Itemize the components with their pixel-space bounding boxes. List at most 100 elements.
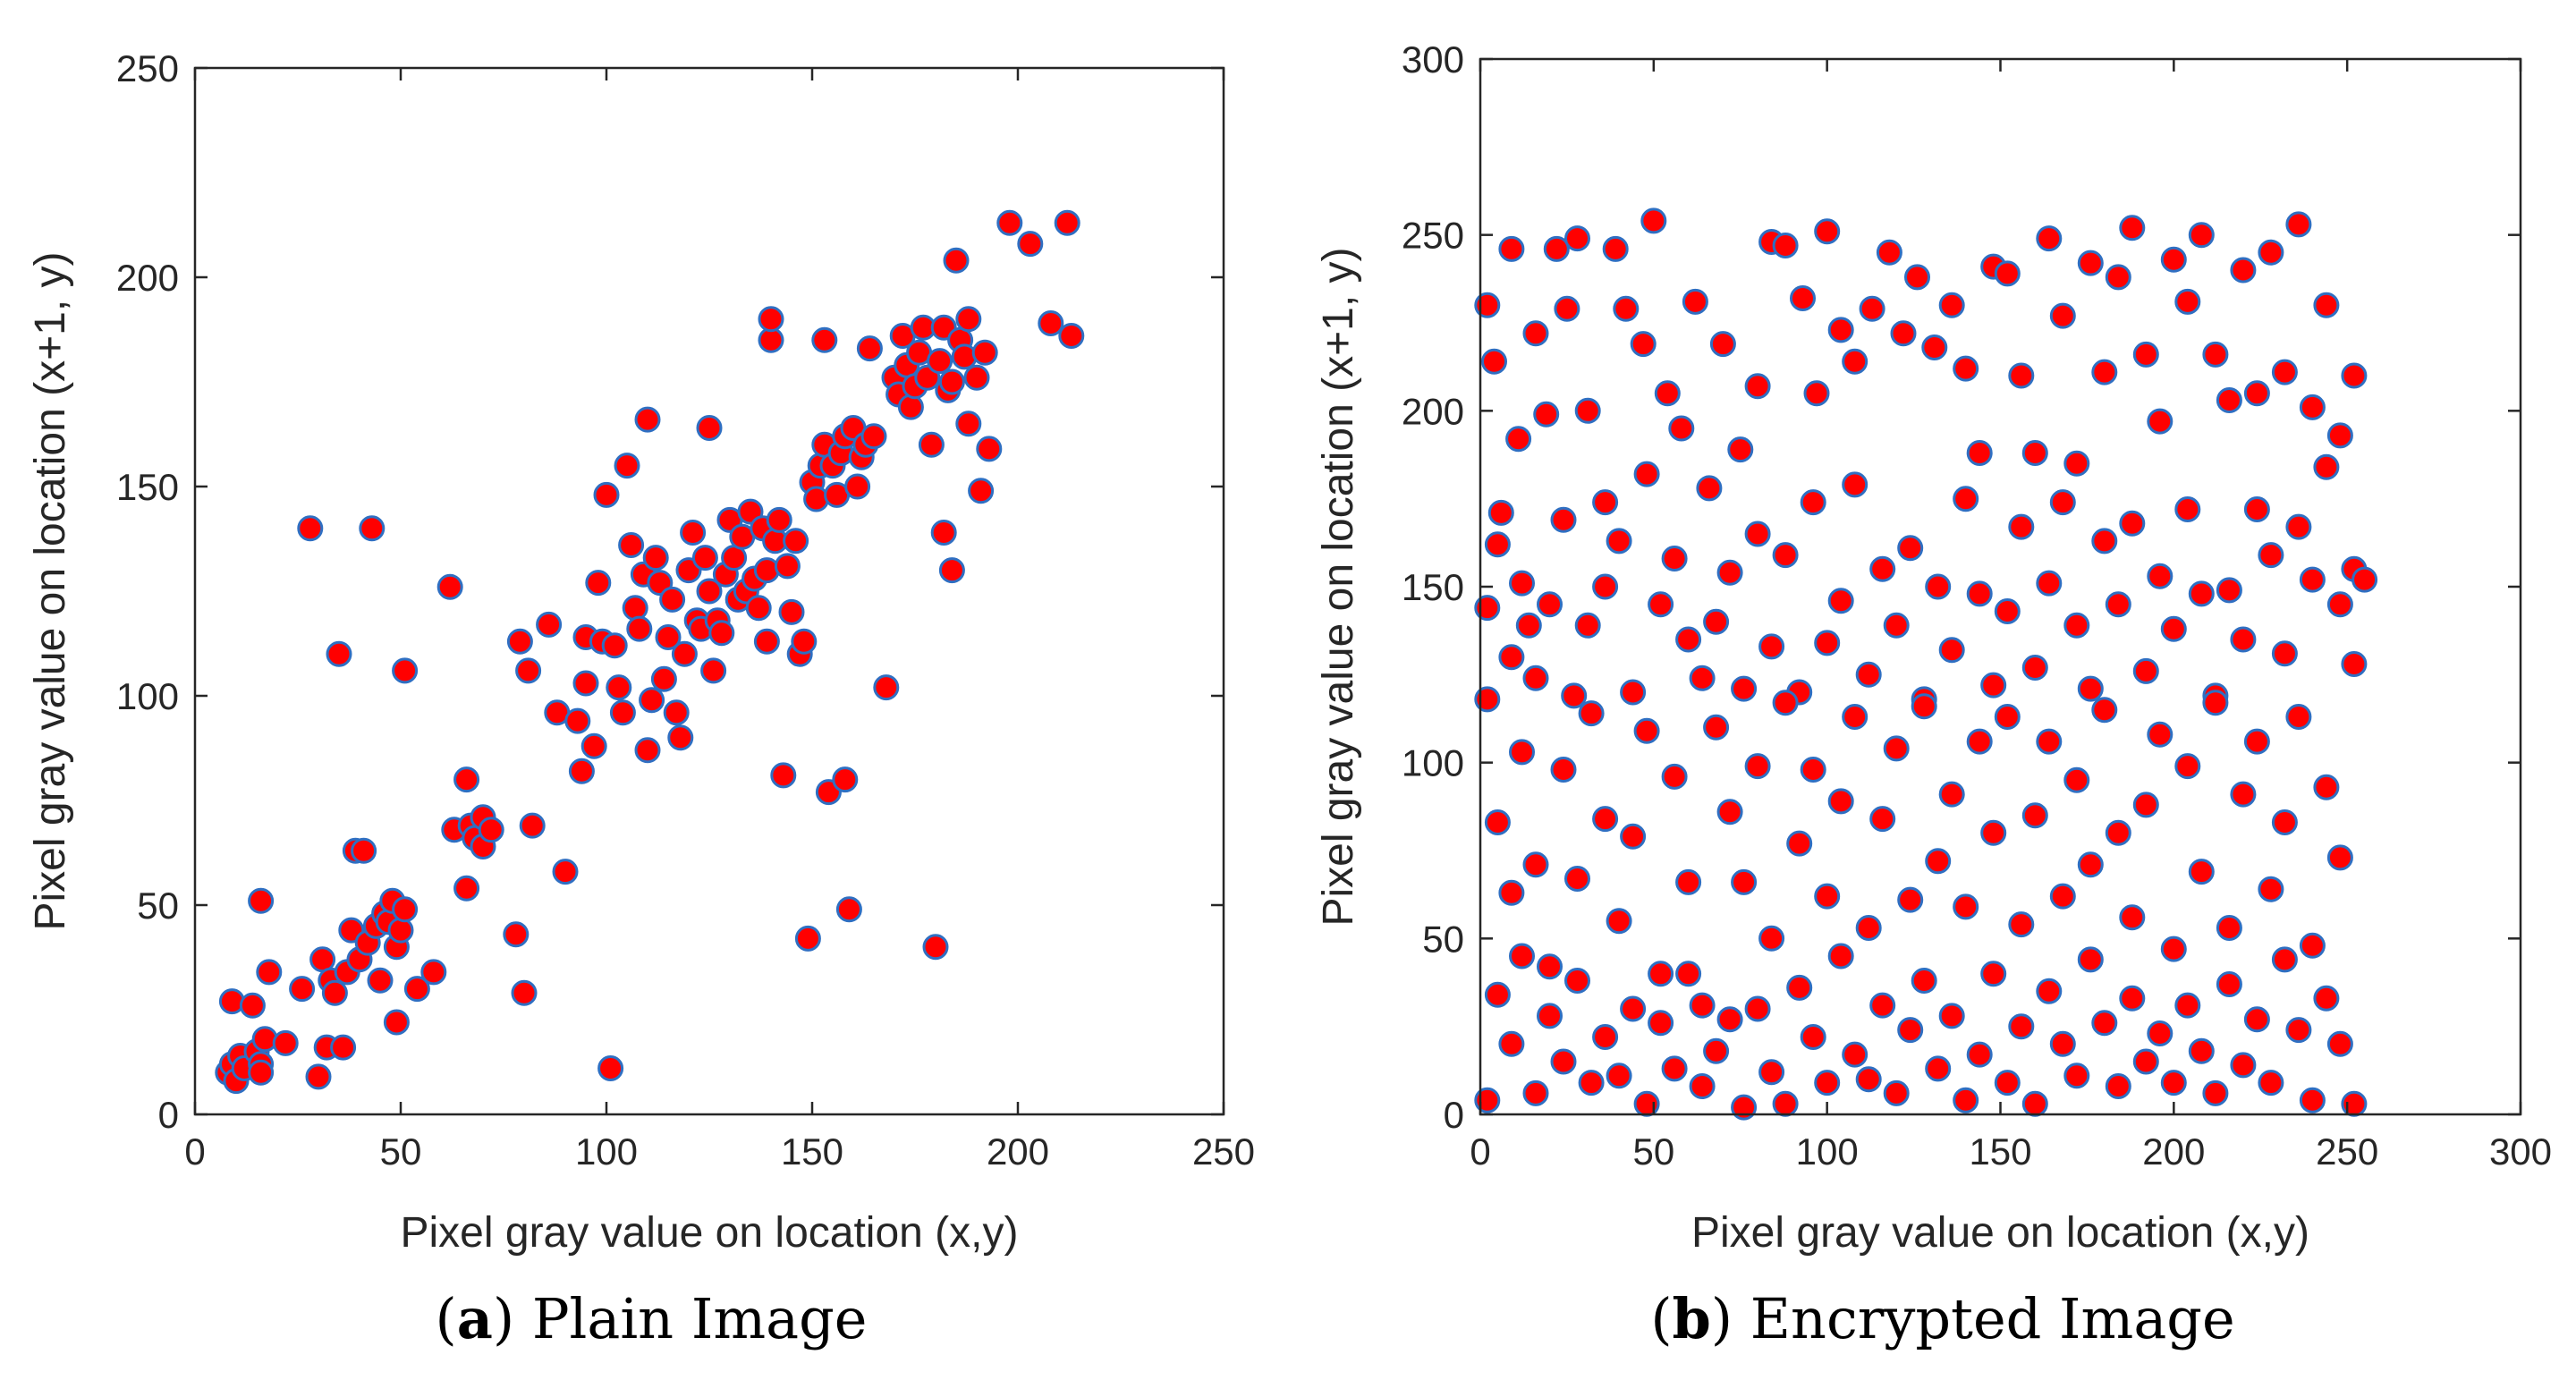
data-point xyxy=(1522,665,1549,691)
data-point xyxy=(1966,1041,1993,1068)
data-point xyxy=(1509,739,1535,766)
data-point xyxy=(963,364,990,391)
data-point xyxy=(1980,819,2007,846)
x-tick-label: 300 xyxy=(2489,1130,2552,1173)
data-point xyxy=(1498,879,1525,906)
data-point xyxy=(2299,932,2326,959)
data-point xyxy=(930,520,957,546)
data-point xyxy=(601,632,628,659)
data-point xyxy=(1911,693,1937,720)
data-point xyxy=(606,674,632,701)
data-point xyxy=(2077,250,2104,276)
data-point xyxy=(1474,292,1501,318)
data-point xyxy=(634,737,661,764)
x-axis-title: Pixel gray value on location (x,y) xyxy=(1691,1209,2309,1257)
data-point xyxy=(2285,513,2312,540)
data-point xyxy=(2188,1037,2215,1064)
data-point xyxy=(2077,851,2104,878)
data-point xyxy=(2147,408,2174,435)
y-tick-label: 300 xyxy=(1402,38,1464,80)
data-point xyxy=(1827,317,1854,343)
data-point xyxy=(2091,528,2118,555)
data-point xyxy=(1689,1073,1716,1099)
data-point xyxy=(2341,362,2368,389)
data-point xyxy=(564,707,591,734)
x-tick-label: 150 xyxy=(781,1130,843,1173)
caption-b: (b) Encrypted Image xyxy=(1650,1286,2234,1351)
data-point xyxy=(1980,961,2007,987)
data-point xyxy=(1592,1024,1619,1050)
data-point xyxy=(1786,830,1813,857)
data-point xyxy=(634,406,661,433)
data-point xyxy=(1883,1080,1910,1106)
data-point xyxy=(2132,657,2159,684)
data-point xyxy=(659,586,686,613)
data-point xyxy=(552,859,579,885)
data-point xyxy=(2036,728,2063,755)
data-point xyxy=(392,896,419,923)
data-point xyxy=(1716,799,1743,826)
data-point xyxy=(1800,757,1826,783)
data-point xyxy=(2271,809,2298,835)
data-point xyxy=(2216,387,2242,413)
data-point xyxy=(2021,440,2048,466)
data-point xyxy=(1474,1087,1501,1113)
axes-box xyxy=(193,66,1225,1116)
x-tick-label: 150 xyxy=(1969,1130,2031,1173)
data-point xyxy=(2216,971,2242,997)
data-point xyxy=(1731,675,1758,702)
data-point xyxy=(1661,1055,1688,1082)
data-point xyxy=(2049,883,2076,910)
data-point xyxy=(1606,528,1632,555)
data-point xyxy=(1054,209,1080,236)
data-point xyxy=(453,766,480,793)
data-point xyxy=(2174,496,2201,522)
data-point xyxy=(609,699,636,726)
data-point xyxy=(1772,690,1799,716)
x-tick-label: 0 xyxy=(1470,1130,1490,1173)
data-point xyxy=(671,640,698,667)
data-point xyxy=(2258,876,2284,902)
data-point xyxy=(2105,264,2131,291)
data-point xyxy=(1498,644,1525,671)
data-point xyxy=(1522,851,1549,878)
data-point xyxy=(2105,1073,2131,1099)
data-point xyxy=(1859,295,1885,322)
data-point xyxy=(305,1063,332,1090)
data-point xyxy=(2258,239,2284,266)
data-point xyxy=(2313,985,2340,1012)
data-point xyxy=(1564,968,1590,994)
caption-a: (a) Plain Image xyxy=(436,1286,868,1351)
data-point xyxy=(256,959,283,986)
data-point xyxy=(774,553,801,580)
data-point xyxy=(2036,978,2063,1004)
data-point xyxy=(1814,1070,1841,1096)
data-point xyxy=(753,557,780,584)
caption-b-letter: b xyxy=(1673,1286,1711,1351)
data-point xyxy=(1675,961,1702,987)
data-point xyxy=(2077,946,2104,973)
scatter-points xyxy=(1474,207,2378,1121)
data-point xyxy=(1758,1059,1785,1086)
data-point xyxy=(650,665,677,692)
data-point xyxy=(1925,1055,1952,1082)
data-point xyxy=(976,436,1003,462)
data-point xyxy=(239,992,266,1019)
data-point xyxy=(1574,397,1601,424)
data-point xyxy=(2271,640,2298,667)
data-point xyxy=(1786,974,1813,1001)
data-point xyxy=(2230,257,2257,284)
data-point xyxy=(1994,1070,2021,1096)
data-point xyxy=(873,674,900,701)
data-point xyxy=(1537,591,1563,618)
data-point xyxy=(663,699,690,726)
data-point xyxy=(453,875,480,902)
data-point xyxy=(1938,781,1965,808)
data-point xyxy=(1814,218,1841,245)
data-point xyxy=(585,570,612,597)
data-point xyxy=(1474,595,1501,622)
data-point xyxy=(1800,1024,1826,1050)
data-point xyxy=(639,687,665,714)
data-point xyxy=(2008,1013,2035,1040)
data-point xyxy=(1731,868,1758,895)
